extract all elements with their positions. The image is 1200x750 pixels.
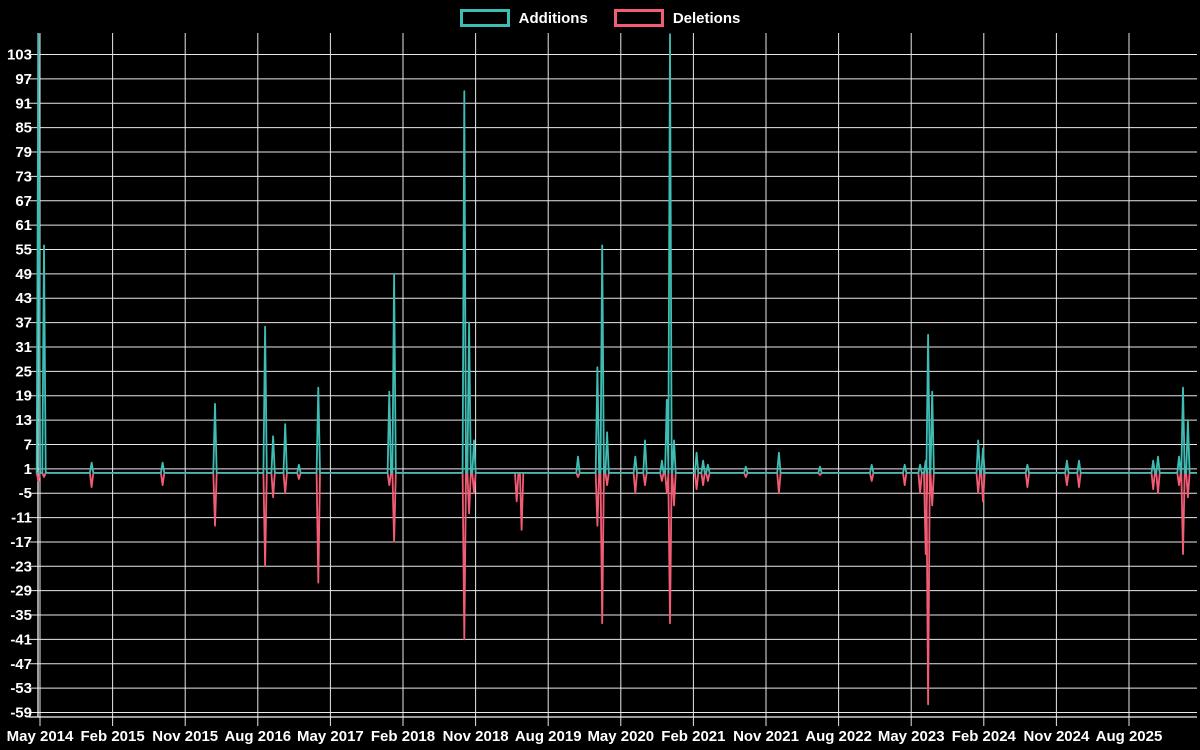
y-tick-label: 31 [15,339,32,356]
x-tick-label: May 2017 [297,728,364,745]
legend-label-additions: Additions [518,9,588,27]
y-tick-label: -11 [11,510,32,527]
y-tick-label: 61 [15,217,32,234]
x-tick-label: Aug 2019 [515,728,582,745]
y-tick-label: 73 [15,168,32,185]
x-tick-label: May 2014 [7,728,74,745]
y-tick-label: 79 [15,144,32,161]
x-tick-label: Nov 2015 [152,728,218,745]
additions-swatch-icon [459,9,510,27]
y-tick-label: 19 [15,388,32,405]
additions-line [35,33,1197,474]
y-tick-label: -35 [10,607,32,624]
x-tick-label: May 2020 [587,728,654,745]
x-tick-label: Feb 2015 [80,728,144,745]
x-tick-label: Aug 2025 [1096,728,1163,745]
deletions-line [35,472,1197,706]
y-tick-label: 1 [24,461,32,478]
y-tick-label: 49 [15,266,32,283]
x-tick-label: Aug 2016 [224,728,291,745]
y-tick-label: -5 [19,485,32,502]
deletions-swatch-icon [613,9,664,27]
x-tick-label: Nov 2021 [733,728,799,745]
legend-item-additions[interactable]: Additions [459,9,588,27]
y-tick-label: 7 [24,436,32,453]
y-tick-label: 85 [15,120,32,137]
x-tick-label: Nov 2018 [443,728,509,745]
y-tick-label: -53 [10,680,32,697]
x-tick-label: Feb 2024 [952,728,1017,745]
x-tick-label: May 2023 [878,728,945,745]
y-tick-label: -29 [10,583,32,600]
y-tick-label: 43 [15,290,32,307]
y-tick-label: 103 [7,47,32,64]
legend-label-deletions: Deletions [672,9,741,27]
x-tick-label: Nov 2024 [1023,728,1090,745]
y-tick-label: 13 [15,412,32,429]
y-tick-label: -47 [10,656,32,673]
y-tick-label: -59 [10,705,32,722]
y-tick-label: -41 [10,631,32,648]
y-tick-label: 55 [15,241,32,258]
x-tick-label: Aug 2022 [805,728,872,745]
y-tick-label: 91 [15,95,32,112]
legend-item-deletions[interactable]: Deletions [613,9,741,27]
x-tick-label: Feb 2021 [661,728,725,745]
y-tick-label: -23 [10,558,32,575]
y-tick-label: 37 [15,315,32,332]
x-tick-label: Feb 2018 [371,728,435,745]
y-tick-label: 25 [15,363,32,380]
y-tick-label: -17 [10,534,32,551]
y-tick-label: 67 [15,193,32,210]
chart-legend: Additions Deletions [0,7,1200,29]
y-tick-label: 97 [15,71,32,88]
